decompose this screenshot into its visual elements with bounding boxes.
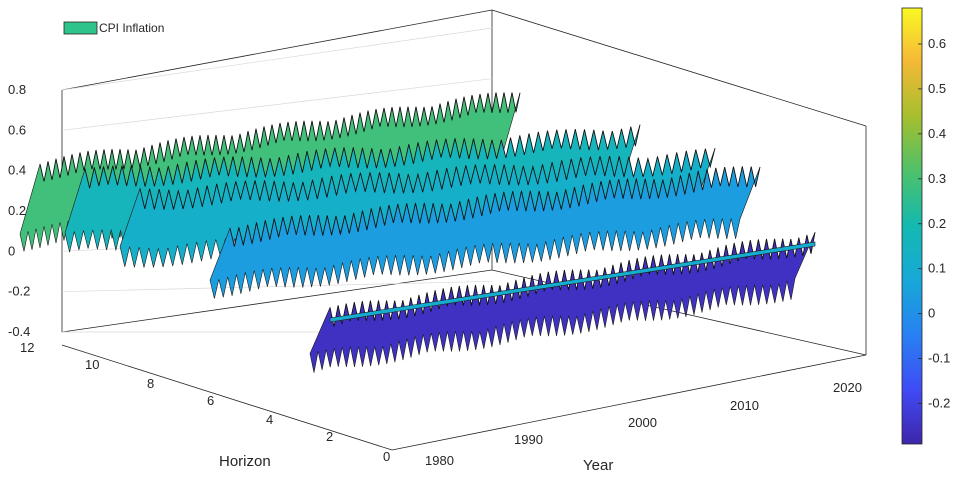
colorbar: 0.6 0.5 0.4 0.3 0.2 0.1 0 -0.1 -0.2 [901, 7, 950, 445]
colorbar-tick-label: 0.3 [928, 171, 946, 186]
horizon-axis-label: Horizon [219, 453, 271, 470]
horizon-tick-label: 2 [326, 429, 333, 444]
z-grid-line [61, 78, 493, 131]
floor-front-left [61, 344, 393, 451]
colorbar-tick-label: 0 [928, 306, 935, 321]
horizon-tick-label: 8 [147, 376, 154, 391]
year-tick-label: 2010 [730, 398, 759, 413]
colorbar-tick-label: 0.5 [928, 81, 946, 96]
horizon-tick-label: 10 [85, 357, 99, 372]
z-tick-label: 0.2 [8, 203, 26, 218]
year-tick-label: 1990 [514, 432, 543, 447]
surface-mesh [19, 92, 816, 373]
colorbar-tick-label: 0.1 [928, 261, 946, 276]
colorbar-tick-labels: 0.6 0.5 0.4 0.3 0.2 0.1 0 -0.1 -0.2 [918, 36, 950, 411]
year-tick-label: 1980 [425, 453, 454, 468]
z-grid-line [61, 280, 493, 293]
surface-front-strip [329, 241, 816, 323]
z-tick-label: 0.4 [8, 163, 26, 178]
floor-back-left [61, 269, 493, 333]
surface-ridge-edge-h9 [84, 124, 641, 189]
colorbar-tick-label: 0.6 [928, 36, 946, 51]
colorbar-tick-label: 0.2 [928, 216, 946, 231]
z-tick-label: 0 [8, 243, 15, 258]
horizon-tick-label: 12 [20, 340, 34, 355]
colorbar-gradient [901, 7, 923, 445]
colorbar-tick-label: -0.1 [928, 351, 950, 366]
z-tick-label: -0.2 [8, 284, 30, 299]
z-tick-label: 0.6 [8, 122, 26, 137]
colorbar-tick-label: 0.4 [928, 126, 946, 141]
surface-ridge-edge-h0 [329, 232, 816, 327]
surface-ridge-edge-h12 [39, 92, 521, 182]
legend-label: CPI Inflation [99, 21, 164, 35]
legend: CPI Inflation [63, 21, 164, 35]
legend-swatch [63, 21, 98, 35]
z-tick-label: 0.8 [8, 82, 26, 97]
z-tick-label: -0.4 [8, 324, 30, 339]
z-tick-labels: -0.4 -0.2 0 0.2 0.4 0.6 0.8 [8, 82, 30, 339]
z-grid-line [61, 27, 493, 91]
floor-front-right [391, 354, 867, 451]
horizon-tick-labels: 0 2 4 6 8 10 12 [20, 340, 390, 464]
colorbar-tick-label: -0.2 [928, 396, 950, 411]
year-tick-label: 2000 [628, 415, 657, 430]
horizon-tick-label: 4 [266, 412, 273, 427]
back-edge-top [61, 9, 493, 91]
year-axis-label: Year [583, 457, 613, 474]
year-tick-label: 2020 [833, 380, 862, 395]
year-tick-labels: 1980 1990 2000 2010 2020 [425, 380, 862, 468]
surface-ridge-edge-h3 [229, 166, 761, 247]
horizon-tick-label: 6 [207, 393, 214, 408]
surface-ridge-edge-h6 [139, 148, 716, 210]
horizon-tick-label: 0 [383, 449, 390, 464]
back-edge-top-right [491, 9, 867, 127]
